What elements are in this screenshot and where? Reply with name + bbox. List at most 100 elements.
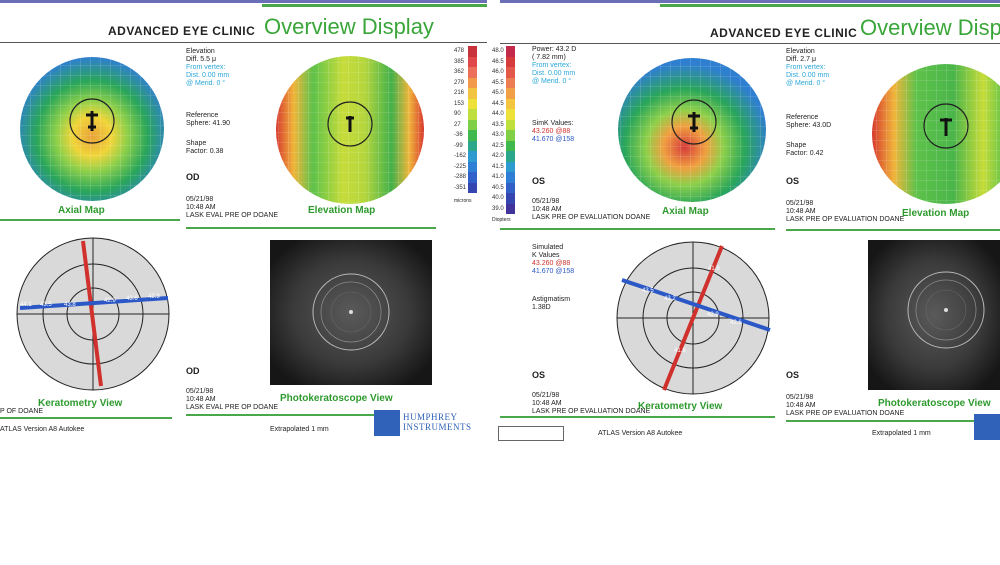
right-shape-label: Shape [786,142,807,149]
left-scale-value: -351 [454,184,467,191]
right-elevation-exam-info: 05/21/98 10:48 AM LASK PRE OP EVALUATION… [786,200,904,224]
right-elev-exam: LASK PRE OP EVALUATION DOANE [786,216,905,223]
left-top-bar [0,0,487,3]
humphrey-logo-icon [374,410,400,436]
right-keratometry-view: 43.5 43.2 42.9 42.6 41.8 41.8 [616,241,771,395]
left-divider-3 [0,417,172,419]
right-scale-value: 39.0 [492,205,504,212]
right-elevation-label: Elevation [786,48,815,55]
left-scale-value: 478 [454,48,465,54]
right-scale-value: 45.5 [492,79,504,86]
left-scale-colors [468,46,478,193]
left-keratometry-caption: Keratometry View [38,398,123,409]
right-kerato-time: 10:48 AM [532,400,562,407]
right-scale-value: 43.0 [492,132,504,138]
left-scale-value: -36 [454,132,463,138]
right-footer-box [498,426,564,441]
right-eye-label-4: OS [786,370,800,380]
right-simk-info: SimK Values: 43.260 @88 41.670 @158 [532,120,574,144]
left-scale-value: 362 [454,69,465,75]
left-photo-time: 10:48 AM [186,396,216,403]
left-scale-labels: 478 385 362 279 216 153 90 27 -36 -99 -1… [454,46,466,193]
left-scale-value: -162 [454,153,467,159]
right-simulated-k1: 43.260 @88 [532,260,571,267]
right-elevation-caption: Elevation Map [902,208,970,219]
left-elevation-label: Elevation [186,48,215,55]
right-divider-1 [500,228,775,230]
right-k-value: 41.8 [708,266,720,272]
left-reference-info: Reference Sphere: 41.90 [186,112,230,128]
right-divider-3 [500,416,775,418]
right-reference-sphere: Sphere: 43.0D [786,122,832,129]
right-simulated-k2: 41.670 @158 [532,268,575,275]
left-color-scale: 478 385 362 279 216 153 90 27 -36 -99 -1… [454,46,478,205]
left-scale-value: 216 [454,90,465,96]
left-k-value: 44.1 [20,302,32,308]
right-power-info: Power: 43.2 D ( 7.82 mm) From vertex: Di… [532,46,576,86]
left-clinic-name: ADVANCED EYE CLINIC [108,24,256,38]
left-shape-info: Shape Factor: 0.38 [186,140,223,156]
right-dist: Dist. 0.00 mm [786,72,830,79]
right-simk-k2: 41.670 @158 [532,136,575,143]
left-axial-caption: Axial Map [58,205,105,216]
right-elevation-info: Elevation Diff. 2.7 μ From vertex: Dist.… [786,48,829,88]
left-eye-label-2: OD [186,366,200,376]
right-elevation-diff: Diff. 2.7 μ [786,56,816,63]
left-photo-exam-info: 05/21/98 10:48 AM LASK EVAL PRE OP DOANE [186,388,278,412]
right-eye-label: OS [532,176,546,186]
right-humphrey-logo-icon [974,414,1000,440]
left-date: 05/21/98 [186,196,214,203]
left-reference-label: Reference [186,112,219,119]
right-elevation-map [872,64,1000,204]
left-elevation-map [276,56,424,204]
right-shape-factor: Factor: 0.42 [786,150,824,157]
left-scale-value: -225 [454,163,467,170]
right-elev-time: 10:48 AM [786,208,816,215]
right-scale-value: 44.0 [492,111,504,117]
right-scale-value: 42.0 [492,153,504,159]
right-title-underline [660,4,1000,7]
right-k-value: 43.5 [642,288,654,294]
right-eye-label-2: OS [786,176,800,186]
right-meridian: @ Merid. 0 ° [786,80,826,87]
right-simulated-label-2: K Values [532,252,560,259]
right-power-mm: ( 7.82 mm) [532,54,566,61]
right-top-bar [500,0,1000,3]
right-simulated-info: Simulated K Values 43.260 @88 41.670 @15… [532,244,574,276]
left-from-vertex: From vertex: [186,64,226,71]
right-power-from-vertex: From vertex: [532,62,572,69]
left-header-rule [0,42,487,43]
right-k-value: 43.2 [664,296,676,302]
left-scale-value: 385 [454,58,465,65]
left-k-value: 42.9 [104,298,116,304]
left-keratometry-exam: P OF DOANE [0,408,44,415]
right-astigmatism-info: Astigmatism 1.38D [532,296,570,312]
right-exam-info: 05/21/98 10:48 AM LASK PRE OP EVALUATION… [532,198,650,222]
right-keratometry-caption: Keratometry View [638,401,723,412]
left-k-value: 42.3 [148,294,160,300]
right-scale-value: 45.0 [492,90,504,96]
right-shape-info: Shape Factor: 0.42 [786,142,823,158]
right-power-label: Power: 43.2 D [532,46,577,53]
humphrey-logo-text: HUMPHREY INSTRUMENTS [403,412,472,432]
left-divider-2 [186,227,436,229]
left-meridian: @ Merid. 0 ° [186,80,226,87]
right-power-meridian: @ Merid. 0 ° [532,78,572,85]
right-exam: LASK PRE OP EVALUATION DOANE [532,214,651,221]
left-footer-extrapolated: Extrapolated 1 mm [270,426,329,433]
left-elevation-diff: Diff. 5.5 μ [186,56,216,63]
right-photo-exam: LASK PRE OP EVALUATION DOANE [786,410,905,417]
right-color-scale: 48.0 46.5 46.0 45.5 45.0 44.5 44.0 43.5 … [492,46,515,224]
right-simk-label: SimK Values: [532,120,574,127]
right-footer-extrapolated: Extrapolated 1 mm [872,430,931,437]
right-photo-date: 05/21/98 [786,394,814,401]
left-elevation-caption: Elevation Map [308,205,376,216]
right-photo-time: 10:48 AM [786,402,816,409]
right-scale-value: 48.0 [492,48,504,54]
left-divider-4 [186,414,376,416]
right-divider-2 [786,229,1000,231]
right-scale-value: 42.5 [492,142,504,149]
right-time: 10:48 AM [532,206,562,213]
right-clinic-name: ADVANCED EYE CLINIC [710,26,858,40]
right-simk-k1: 43.260 @88 [532,128,571,135]
